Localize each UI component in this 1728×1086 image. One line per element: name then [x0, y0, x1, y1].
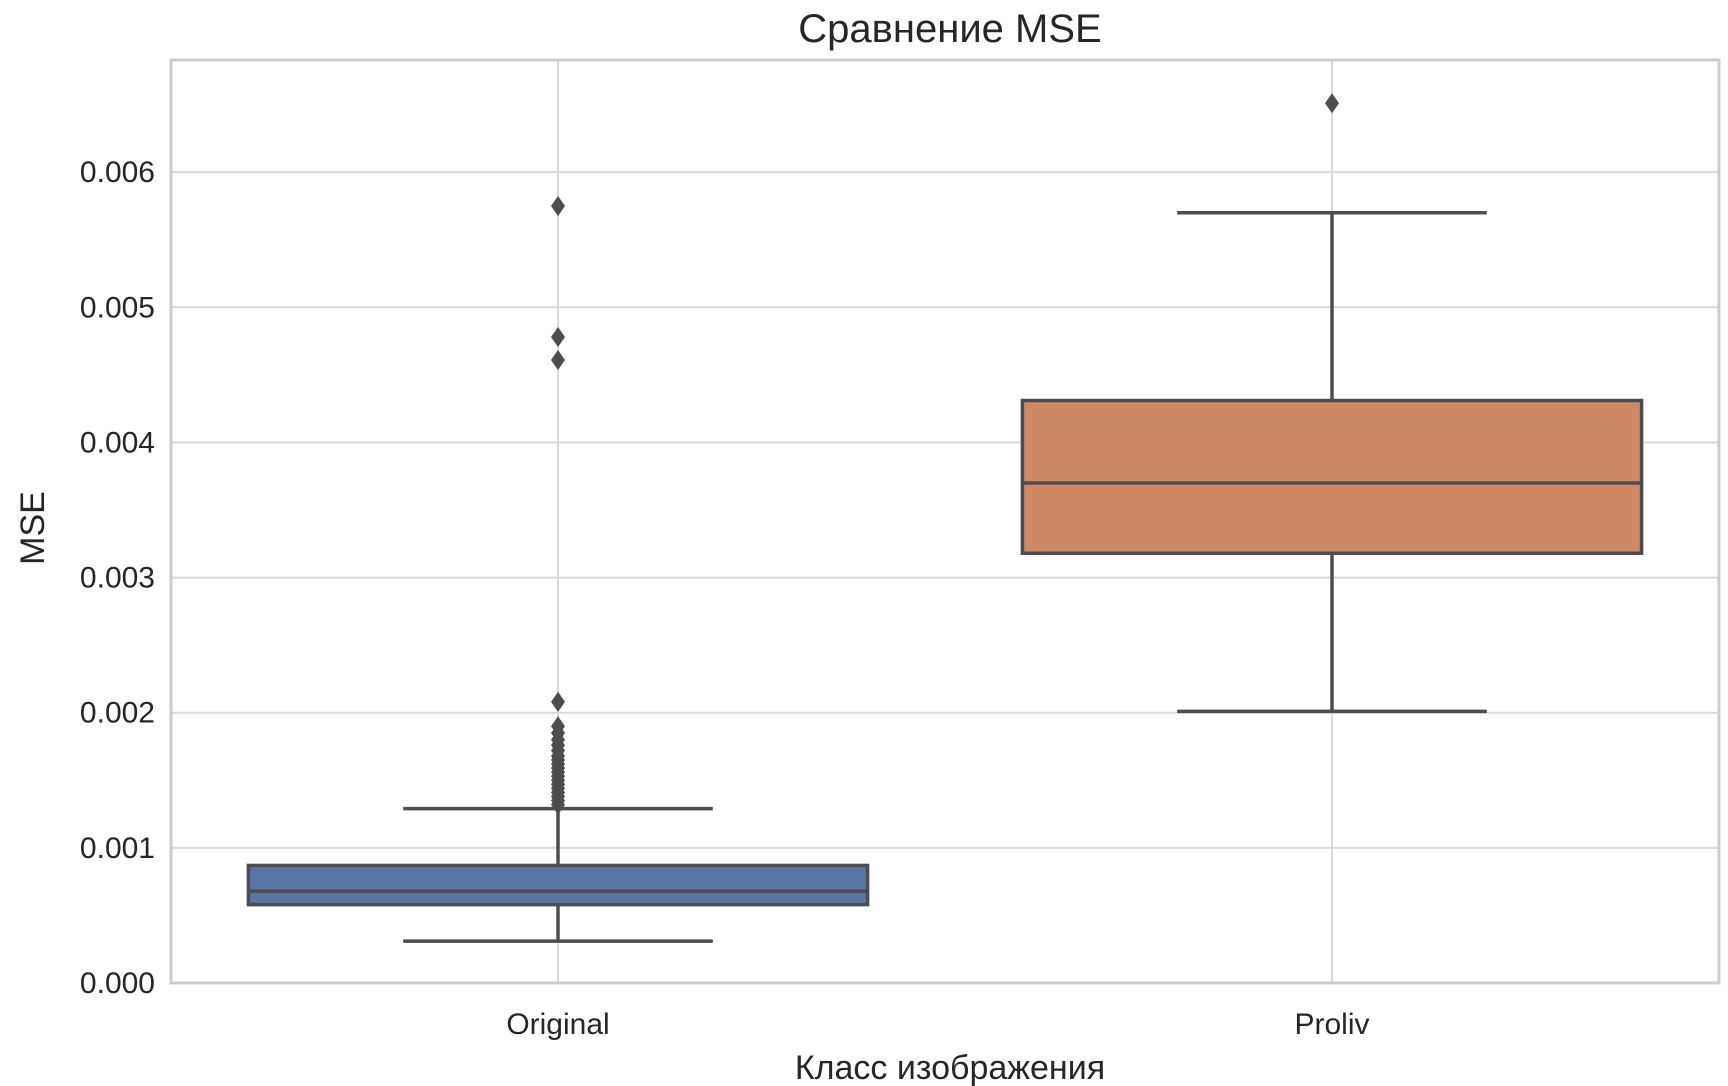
outlier-point — [551, 350, 565, 371]
y-tick-label: 0.002 — [80, 697, 155, 730]
plot-frame — [169, 58, 1721, 985]
y-tick-label: 0.003 — [80, 562, 155, 595]
outlier-point — [551, 327, 565, 348]
y-tick-label: 0.006 — [80, 156, 155, 189]
outlier-point — [551, 691, 565, 712]
box-original — [246, 863, 870, 907]
box-proliv — [1020, 398, 1644, 556]
y-tick-label: 0.005 — [80, 291, 155, 324]
outlier-point — [551, 195, 565, 216]
x-tick-label: Original — [506, 1008, 609, 1041]
x-axis-label: Класс изображения — [795, 1049, 1105, 1086]
plot-area: 0.000 0.001 0.002 0.003 0.004 0.005 0.006 Origi… — [80, 58, 1721, 1041]
y-axis-label: MSE — [14, 491, 52, 565]
outlier-point — [551, 794, 565, 815]
y-tick-label: 0.000 — [80, 967, 155, 1000]
outlier-point — [1325, 93, 1339, 114]
y-tick-label: 0.004 — [80, 426, 155, 459]
x-tick-label: Proliv — [1294, 1008, 1369, 1041]
chart-title: Сравнение MSE — [798, 7, 1101, 51]
y-tick-label: 0.001 — [80, 832, 155, 865]
